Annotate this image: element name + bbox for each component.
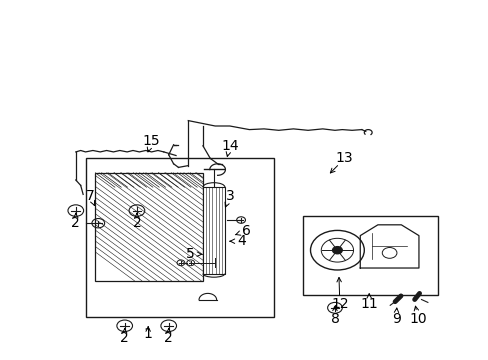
Circle shape xyxy=(332,247,342,254)
Text: 2: 2 xyxy=(71,216,80,230)
Text: 3: 3 xyxy=(225,189,234,203)
Text: 2: 2 xyxy=(132,216,141,230)
Text: 6: 6 xyxy=(241,224,250,238)
Bar xyxy=(303,216,437,295)
Text: 14: 14 xyxy=(221,139,238,153)
Text: 13: 13 xyxy=(335,152,353,165)
Bar xyxy=(203,187,224,274)
Text: 4: 4 xyxy=(237,234,246,248)
Text: 5: 5 xyxy=(186,247,195,261)
Text: 15: 15 xyxy=(142,134,160,148)
Text: 9: 9 xyxy=(391,312,400,325)
Text: 7: 7 xyxy=(86,189,95,203)
Bar xyxy=(85,158,273,317)
Text: 2: 2 xyxy=(164,332,173,345)
Text: 1: 1 xyxy=(143,327,152,341)
Text: 10: 10 xyxy=(408,312,426,325)
Bar xyxy=(95,173,203,281)
Text: 12: 12 xyxy=(330,297,348,311)
Text: 8: 8 xyxy=(330,312,339,325)
Text: 2: 2 xyxy=(120,332,129,345)
Text: 11: 11 xyxy=(360,297,377,311)
